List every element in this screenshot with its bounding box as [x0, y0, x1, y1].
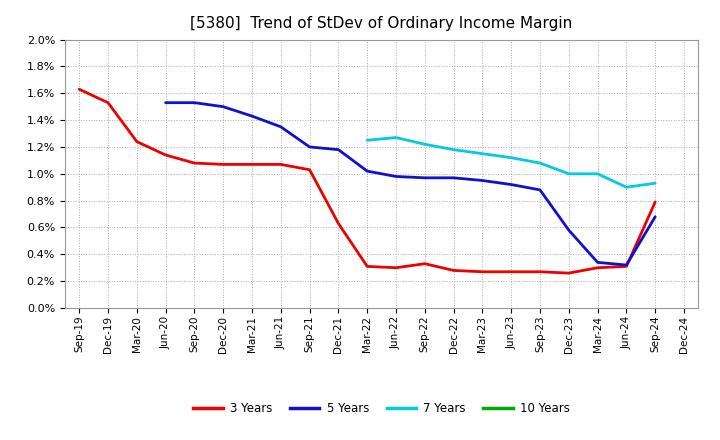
5 Years — [478, 178, 487, 183]
7 Years — [564, 171, 573, 176]
7 Years — [622, 185, 631, 190]
5 Years — [392, 174, 400, 179]
3 Years — [75, 87, 84, 92]
3 Years — [392, 265, 400, 270]
3 Years — [190, 161, 199, 166]
3 Years — [478, 269, 487, 275]
3 Years — [276, 162, 285, 167]
5 Years — [622, 262, 631, 268]
3 Years — [334, 221, 343, 226]
7 Years — [449, 147, 458, 152]
7 Years — [651, 180, 660, 186]
5 Years — [190, 100, 199, 105]
Line: 5 Years: 5 Years — [166, 103, 655, 265]
5 Years — [420, 175, 429, 180]
3 Years — [248, 162, 256, 167]
Line: 7 Years: 7 Years — [367, 138, 655, 187]
3 Years — [132, 139, 141, 144]
Title: [5380]  Trend of StDev of Ordinary Income Margin: [5380] Trend of StDev of Ordinary Income… — [191, 16, 572, 32]
5 Years — [564, 227, 573, 233]
3 Years — [420, 261, 429, 266]
7 Years — [363, 138, 372, 143]
5 Years — [651, 214, 660, 220]
3 Years — [449, 268, 458, 273]
3 Years — [622, 264, 631, 269]
Legend: 3 Years, 5 Years, 7 Years, 10 Years: 3 Years, 5 Years, 7 Years, 10 Years — [189, 398, 575, 420]
3 Years — [564, 271, 573, 276]
3 Years — [651, 199, 660, 205]
3 Years — [219, 162, 228, 167]
5 Years — [507, 182, 516, 187]
5 Years — [161, 100, 170, 105]
5 Years — [219, 104, 228, 109]
7 Years — [478, 151, 487, 156]
3 Years — [363, 264, 372, 269]
7 Years — [507, 155, 516, 160]
7 Years — [536, 161, 544, 166]
3 Years — [305, 167, 314, 172]
5 Years — [334, 147, 343, 152]
3 Years — [161, 152, 170, 158]
7 Years — [392, 135, 400, 140]
7 Years — [420, 142, 429, 147]
3 Years — [507, 269, 516, 275]
3 Years — [104, 100, 112, 105]
5 Years — [449, 175, 458, 180]
3 Years — [593, 265, 602, 270]
5 Years — [536, 187, 544, 193]
5 Years — [248, 114, 256, 119]
Line: 3 Years: 3 Years — [79, 89, 655, 273]
5 Years — [305, 144, 314, 150]
5 Years — [276, 124, 285, 129]
7 Years — [593, 171, 602, 176]
3 Years — [536, 269, 544, 275]
5 Years — [593, 260, 602, 265]
5 Years — [363, 169, 372, 174]
